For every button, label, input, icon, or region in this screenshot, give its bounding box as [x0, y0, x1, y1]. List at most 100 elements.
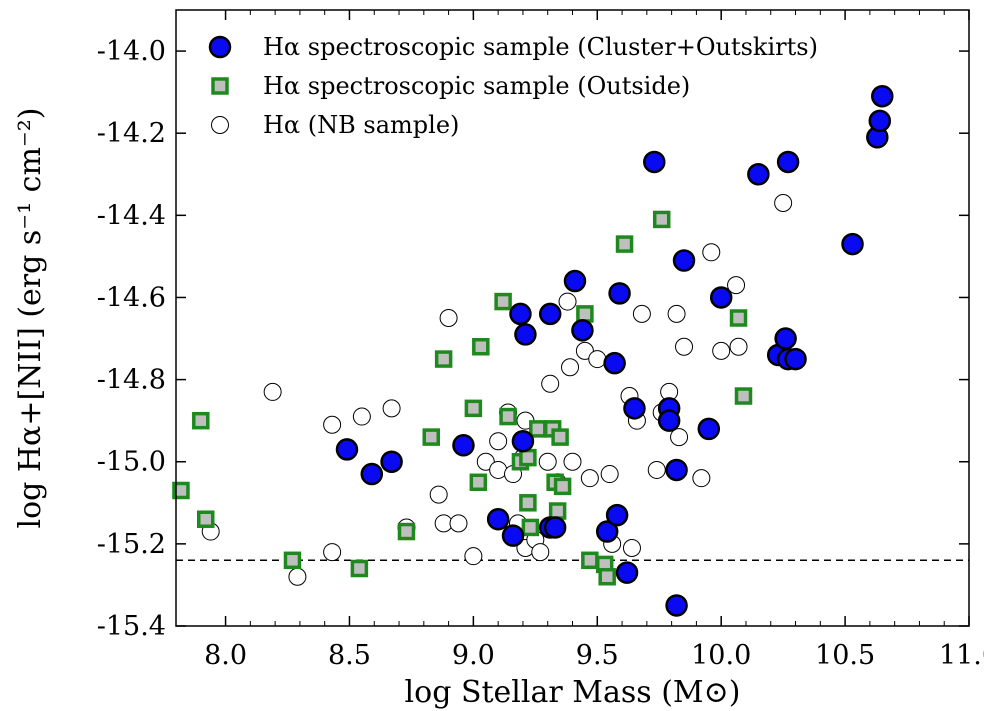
- nb-point: [561, 358, 580, 377]
- x-tick-label: 10.0: [691, 640, 751, 671]
- cluster-point: [841, 232, 864, 256]
- x-tick-label: 8.5: [328, 640, 371, 671]
- outside-point: [397, 522, 416, 541]
- nb-point: [729, 337, 748, 356]
- cluster-point: [784, 347, 807, 371]
- nb-point: [558, 292, 577, 311]
- cluster-point: [615, 561, 639, 584]
- nb-point: [647, 460, 666, 479]
- axis-ticks: 8.0 8.5 9.0 9.5 10.0 10.5 11.0 -14.0 -14.2 -14.4 -…: [97, 10, 984, 671]
- nb-point: [675, 337, 694, 356]
- outside-point: [494, 292, 512, 311]
- cluster-point: [486, 507, 510, 531]
- legend-marker: [211, 116, 229, 134]
- nb-point: [575, 341, 594, 360]
- cluster-point: [709, 286, 733, 309]
- nb-point: [489, 460, 508, 479]
- cluster-point: [595, 520, 619, 543]
- y-tick-label: -15.2: [97, 529, 166, 560]
- legend: Hα spectroscopic sample (Cluster+Outskir…: [208, 33, 818, 139]
- nb-point: [476, 452, 495, 471]
- nb-point: [382, 399, 401, 418]
- outside-point: [472, 337, 490, 356]
- outside-point: [521, 518, 540, 537]
- outside-point: [350, 559, 369, 578]
- nb-point: [464, 547, 483, 566]
- x-tick-label: 11.0: [939, 640, 984, 671]
- legend-entry: Hα spectroscopic sample (Outside): [263, 72, 690, 100]
- cluster-point: [643, 150, 666, 174]
- y-tick-label: -14.6: [97, 282, 166, 313]
- nb-point: [702, 243, 721, 262]
- cluster-point: [335, 438, 359, 461]
- nb-point: [429, 485, 448, 504]
- cluster-point: [571, 319, 594, 342]
- cluster-point: [603, 351, 626, 375]
- cluster-point: [665, 458, 688, 482]
- y-axis-label: log Hα+[NII] (erg s⁻¹ cm⁻²): [13, 108, 48, 529]
- cluster-point: [543, 516, 567, 539]
- y-tick-label: -15.0: [97, 447, 166, 478]
- nb-point: [580, 469, 599, 488]
- legend-entry: Hα (NB sample): [263, 111, 459, 139]
- outside-point: [553, 477, 572, 496]
- outside-point: [581, 551, 599, 570]
- nb-point: [449, 514, 468, 533]
- outside-point: [464, 399, 483, 418]
- cluster-point: [747, 163, 770, 186]
- nb-point: [439, 309, 458, 327]
- cluster-point: [605, 503, 629, 527]
- cluster-point: [380, 450, 403, 473]
- outside-point: [192, 411, 210, 430]
- nb-point: [632, 304, 651, 323]
- cluster-point: [665, 594, 688, 617]
- outside-point: [519, 494, 537, 512]
- y-tick-label: -15.4: [97, 611, 166, 642]
- x-tick-label: 10.5: [815, 640, 875, 671]
- data-points: [172, 84, 894, 617]
- cluster-point: [360, 462, 384, 486]
- outside-point: [729, 309, 748, 327]
- outside-point: [615, 235, 634, 253]
- cluster-point: [776, 150, 800, 174]
- nb-point: [563, 452, 582, 471]
- nb-point: [622, 538, 641, 557]
- outside-point: [551, 428, 569, 446]
- nb-point: [531, 543, 550, 562]
- plot-frame: [175, 9, 970, 627]
- outside-point: [434, 350, 453, 368]
- outside-point: [598, 567, 616, 586]
- cluster-point: [501, 524, 525, 547]
- nb-point: [588, 350, 607, 369]
- outside-point: [652, 210, 671, 229]
- nb-point: [323, 543, 342, 562]
- cluster-point: [697, 417, 721, 441]
- outside-point: [422, 428, 440, 446]
- y-tick-label: -14.2: [97, 118, 166, 149]
- cluster-point: [672, 249, 696, 272]
- nb-point: [323, 415, 342, 434]
- legend-marker: [211, 77, 229, 95]
- nb-point: [727, 276, 746, 295]
- cluster-point: [563, 269, 587, 293]
- outside-point: [469, 473, 488, 492]
- outside-point: [283, 551, 302, 570]
- x-tick-label: 9.0: [452, 640, 495, 671]
- nb-point: [600, 465, 619, 484]
- x-axis-label: log Stellar Mass (M⊙): [405, 675, 741, 710]
- nb-point: [352, 407, 371, 426]
- cluster-point: [871, 84, 894, 108]
- cluster-point: [509, 302, 532, 326]
- x-tick-label: 8.0: [204, 640, 247, 671]
- x-tick-label: 9.5: [576, 640, 619, 671]
- outside-point: [499, 407, 517, 426]
- nb-point: [263, 382, 282, 401]
- outside-point: [529, 420, 547, 438]
- outside-point: [734, 387, 753, 405]
- nb-point: [541, 374, 560, 393]
- nb-point: [712, 341, 731, 360]
- outside-point: [172, 481, 190, 500]
- cluster-point: [511, 429, 535, 453]
- nb-point: [489, 432, 508, 451]
- cluster-point: [774, 327, 797, 350]
